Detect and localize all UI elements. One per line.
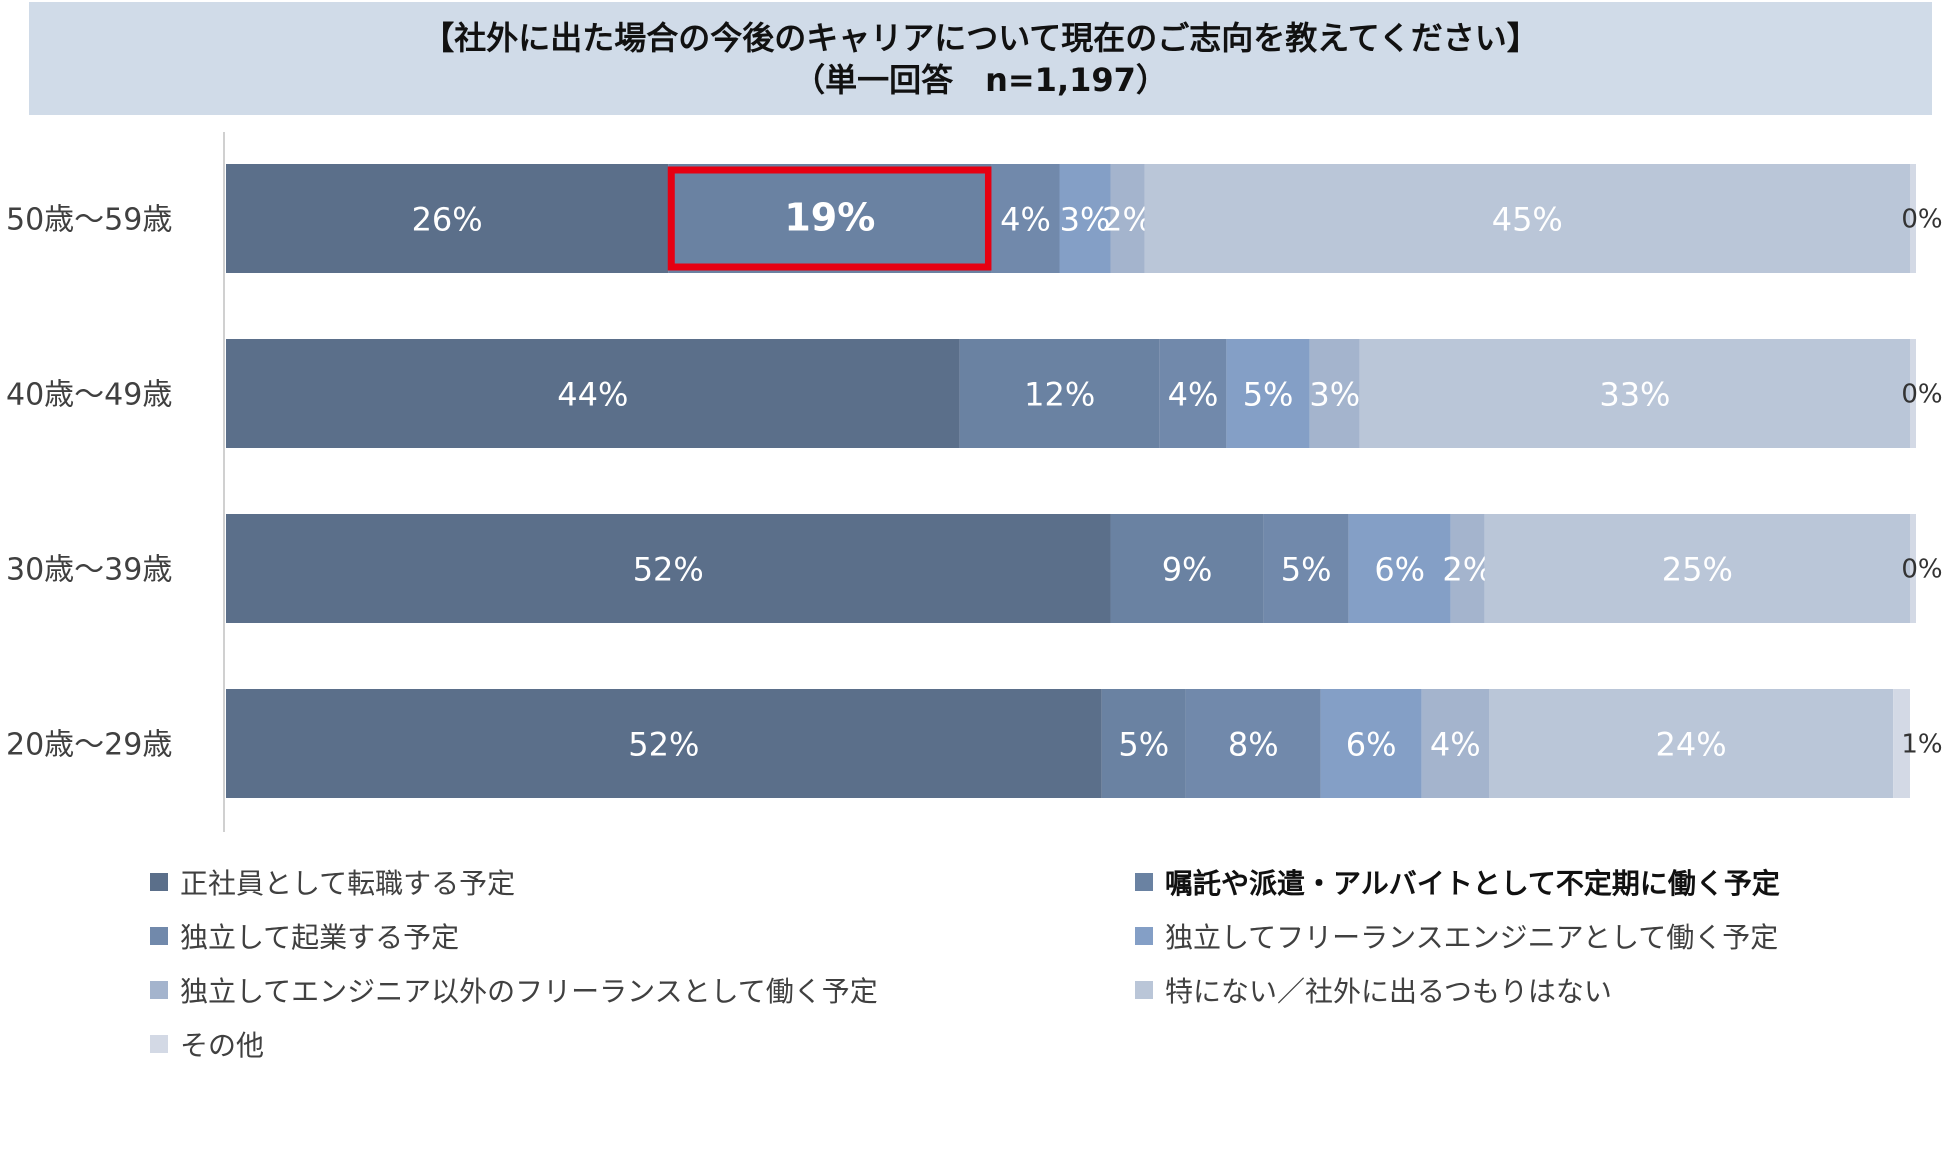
category-label: 30歳～39歳: [6, 553, 172, 588]
data-label: 4%: [1168, 376, 1219, 414]
highlight-box: [667, 166, 992, 271]
data-label: 3%: [1060, 201, 1111, 239]
bar-segment: [226, 689, 1102, 798]
legend-swatch: [150, 981, 168, 999]
data-label: 52%: [628, 726, 699, 764]
data-label: 9%: [1162, 551, 1213, 589]
data-label: 0%: [1901, 380, 1942, 410]
legend-label: 独立して起業する予定: [180, 921, 460, 954]
data-label: 44%: [557, 376, 628, 414]
legend-label: 正社員として転職する予定: [180, 867, 516, 900]
category-label: 40歳～49歳: [6, 378, 172, 413]
data-label: 2%: [1442, 551, 1493, 589]
bar-segment: [1359, 339, 1910, 448]
legend-swatch: [1135, 927, 1153, 945]
bar-segment: [1110, 514, 1264, 623]
data-label: 4%: [1000, 201, 1051, 239]
data-label: 45%: [1492, 201, 1563, 239]
category-label: 50歳～59歳: [6, 203, 172, 238]
bar-segment: [226, 514, 1111, 623]
legend-swatch: [150, 927, 168, 945]
chart-subtitle: （単一回答 n=1,197）: [793, 60, 1168, 99]
legend-label: 独立してエンジニア以外のフリーランスとして働く予定: [180, 975, 878, 1008]
legend-item: 特にない／社外に出るつもりはない: [1135, 970, 1612, 1010]
bar-segment: [1893, 689, 1910, 798]
legend-item: 嘱託や派遣・アルバイトとして不定期に働く予定: [1135, 862, 1780, 902]
bar-segment: [668, 164, 992, 273]
bar-segment: [959, 339, 1160, 448]
bar-segment: [1489, 689, 1894, 798]
legend-swatch: [1135, 981, 1153, 999]
bar-segment: [1144, 164, 1910, 273]
legend-item: 独立して起業する予定: [150, 916, 459, 956]
bar-segment: [1226, 339, 1310, 448]
legend-swatch: [1135, 873, 1153, 891]
data-label: 1%: [1901, 730, 1942, 760]
bar-segment: [1185, 689, 1321, 798]
bar-segment: [1421, 689, 1489, 798]
bar-segment: [1059, 164, 1111, 273]
bar-segment: [1484, 514, 1910, 623]
legend-label: 特にない／社外に出るつもりはない: [1165, 975, 1612, 1008]
legend-swatch: [150, 873, 168, 891]
bar-segment: [1450, 514, 1485, 623]
data-label: 2%: [1102, 201, 1153, 239]
legend-label: 嘱託や派遣・アルバイトとして不定期に働く予定: [1165, 867, 1780, 900]
bar-segment: [1320, 689, 1422, 798]
data-label: 25%: [1662, 551, 1733, 589]
bar-segment: [1159, 339, 1227, 448]
data-label: 0%: [1901, 205, 1942, 235]
data-label: 6%: [1374, 551, 1425, 589]
data-label: 33%: [1599, 376, 1670, 414]
bar-segment: [226, 339, 960, 448]
data-label: 5%: [1118, 726, 1169, 764]
chart-title-box: 【社外に出た場合の今後のキャリアについて現在のご志向を教えてください】 （単一回…: [29, 2, 1932, 115]
bar-segment: [1263, 514, 1349, 623]
bar-segment: [991, 164, 1060, 273]
legend-item: その他: [150, 1024, 264, 1064]
data-label: 5%: [1281, 551, 1332, 589]
bar-segment: [1910, 339, 1916, 448]
bar-segment: [1910, 514, 1916, 623]
data-label: 26%: [412, 201, 483, 239]
legend-item: 独立してエンジニア以外のフリーランスとして働く予定: [150, 970, 878, 1010]
data-label: 12%: [1024, 376, 1095, 414]
bar-segment: [1101, 689, 1186, 798]
data-label: 8%: [1228, 726, 1279, 764]
bar-segment: [1309, 339, 1360, 448]
legend-label: 独立してフリーランスエンジニアとして働く予定: [1165, 921, 1779, 954]
data-label: 19%: [784, 196, 875, 240]
chart-title: 【社外に出た場合の今後のキャリアについて現在のご志向を教えてください】: [422, 18, 1539, 57]
category-label: 20歳～29歳: [6, 728, 172, 763]
legend-item: 正社員として転職する予定: [150, 862, 515, 902]
data-label: 0%: [1901, 555, 1942, 585]
legend-item: 独立してフリーランスエンジニアとして働く予定: [1135, 916, 1778, 956]
legend-swatch: [150, 1035, 168, 1053]
data-label: 52%: [633, 551, 704, 589]
legend-label: その他: [180, 1029, 265, 1062]
data-label: 5%: [1243, 376, 1294, 414]
bar-segment: [226, 164, 669, 273]
bar-segment: [1110, 164, 1145, 273]
data-label: 4%: [1430, 726, 1481, 764]
data-label: 3%: [1309, 376, 1360, 414]
data-label: 6%: [1346, 726, 1397, 764]
data-label: 24%: [1656, 726, 1727, 764]
bar-segment: [1348, 514, 1451, 623]
bar-segment: [1910, 164, 1916, 273]
